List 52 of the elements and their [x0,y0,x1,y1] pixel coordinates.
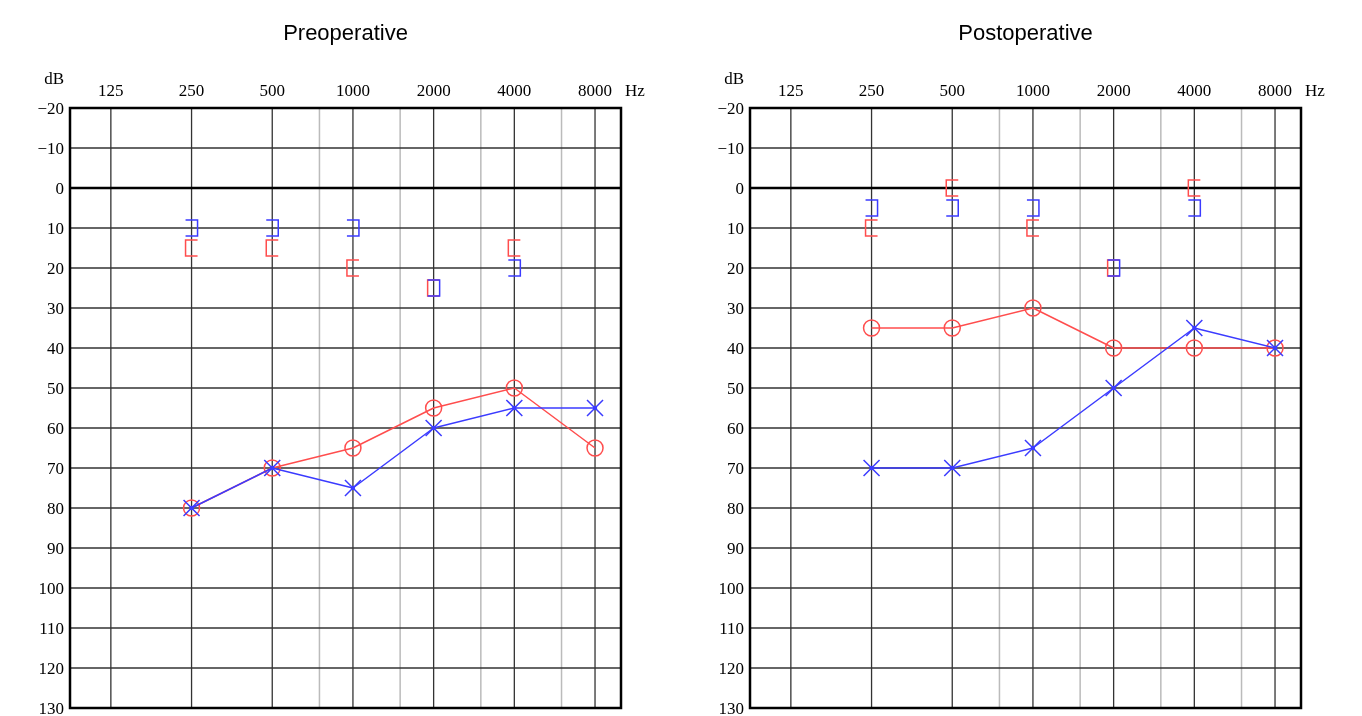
y-tick-label: 80 [727,498,744,518]
y-tick-label: 110 [719,618,744,638]
y-tick-label: 120 [38,658,64,678]
y-tick-label: −20 [37,98,64,118]
y-tick-label: 70 [47,458,64,478]
x-tick-label: 8000 [1258,81,1293,100]
x-tick-label: 250 [858,81,885,100]
y-axis-title: dB [44,69,64,88]
x-axis-title: Hz [1305,81,1326,100]
x-tick-label: 125 [98,81,124,100]
x-tick-label: 4000 [497,81,532,100]
y-tick-label: 100 [38,578,64,598]
y-tick-label: 50 [47,378,64,398]
y-tick-label: 130 [718,698,744,716]
y-tick-label: 10 [47,218,64,238]
y-tick-label: 50 [727,378,744,398]
y-tick-label: 30 [727,298,744,318]
y-tick-label: −20 [717,98,744,118]
y-axis-title: dB [724,69,744,88]
y-tick-label: 10 [727,218,744,238]
y-tick-label: 80 [47,498,64,518]
y-tick-label: 60 [727,418,744,438]
y-tick-label: 90 [47,538,64,558]
y-tick-label: −10 [717,138,744,158]
chart-title: Postoperative [958,20,1093,45]
x-tick-label: 500 [259,81,285,100]
y-tick-label: 20 [727,258,744,278]
x-tick-label: 250 [178,81,205,100]
y-tick-label: 40 [727,338,744,358]
y-tick-label: 110 [39,618,64,638]
y-tick-label: 40 [47,338,64,358]
x-tick-label: 2000 [416,81,451,100]
x-tick-label: 500 [939,81,965,100]
y-tick-label: −10 [37,138,64,158]
x-tick-label: 4000 [1177,81,1212,100]
x-axis-title: Hz [625,81,646,100]
y-tick-label: 130 [38,698,64,716]
y-tick-label: 0 [55,178,64,198]
x-tick-label: 8000 [578,81,613,100]
y-tick-label: 120 [718,658,744,678]
y-tick-label: 20 [47,258,64,278]
y-tick-label: 0 [735,178,744,198]
y-tick-label: 30 [47,298,64,318]
y-tick-label: 90 [727,538,744,558]
y-tick-label: 100 [718,578,744,598]
x-tick-label: 1000 [1015,81,1050,100]
chart-title: Preoperative [283,20,408,45]
x-tick-label: 1000 [335,81,370,100]
x-tick-label: 125 [778,81,804,100]
y-tick-label: 70 [727,458,744,478]
y-tick-label: 60 [47,418,64,438]
x-tick-label: 2000 [1096,81,1131,100]
